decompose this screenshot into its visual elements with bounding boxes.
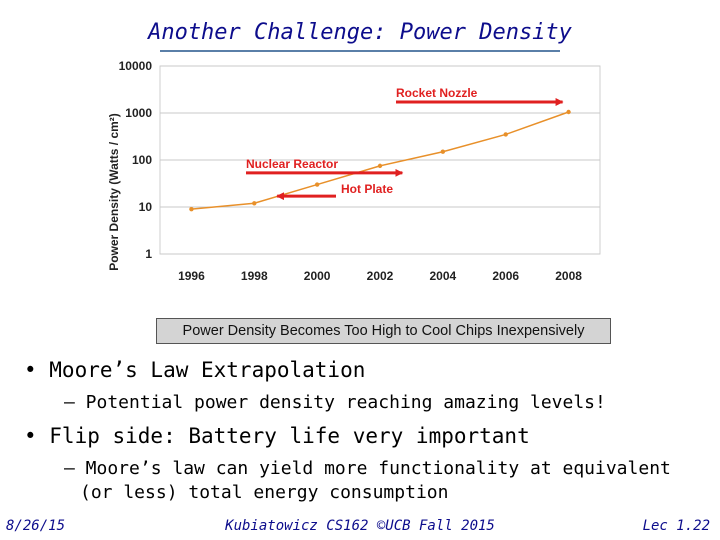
power-density-chart: Power Density (Watts / cm²) 1 10 100 1000 10… [107, 59, 601, 283]
data-point [314, 182, 320, 187]
rocket-nozzle-annotation-label: Rocket Nozzle [396, 86, 478, 100]
sub-bullet-functionality: – Moore’s law can yield more functionali… [64, 458, 671, 479]
x-tick-label: 2008 [555, 269, 582, 283]
y-tick-label: 1000 [125, 106, 152, 120]
footer-course: Kubiatowicz CS162 ©UCB Fall 2015 [225, 518, 495, 534]
sub-bullet-power-density: – Potential power density reaching amazi… [64, 392, 606, 413]
data-point [503, 132, 508, 137]
sub-bullet-energy-consumption: (or less) total energy consumption [80, 482, 449, 503]
bullet-moores-law: • Moore’s Law Extrapolation [24, 358, 366, 382]
bullet-battery-life: • Flip side: Battery life very important [24, 424, 530, 448]
x-tick-label: 1998 [241, 269, 268, 283]
x-tick-label: 2006 [492, 269, 519, 283]
x-tick-label: 2000 [304, 269, 331, 283]
data-point [252, 201, 257, 206]
nuclear-reactor-annotation-label: Nuclear Reactor [246, 157, 338, 171]
footer-date: 8/26/15 [6, 518, 66, 534]
x-tick-label: 2004 [430, 269, 457, 283]
title-divider [160, 50, 560, 52]
y-tick-label: 10000 [119, 59, 153, 73]
y-tick-label: 1 [145, 247, 152, 261]
data-point [189, 206, 194, 212]
y-axis-label: Power Density (Watts / cm²) [107, 113, 121, 271]
y-tick-label: 10 [139, 200, 153, 214]
data-point [440, 149, 446, 154]
hot-plate-annotation-label: Hot Plate [341, 182, 393, 196]
x-tick-label: 1996 [178, 269, 205, 283]
footer-lecture: Lec 1.22 [642, 518, 710, 534]
data-point [566, 109, 571, 115]
y-tick-label: 100 [132, 153, 152, 167]
slide-title: Another Challenge: Power Density [148, 20, 572, 45]
data-point [377, 163, 383, 169]
x-tick-label: 2002 [367, 269, 394, 283]
chart-caption: Power Density Becomes Too High to Cool C… [156, 318, 611, 344]
